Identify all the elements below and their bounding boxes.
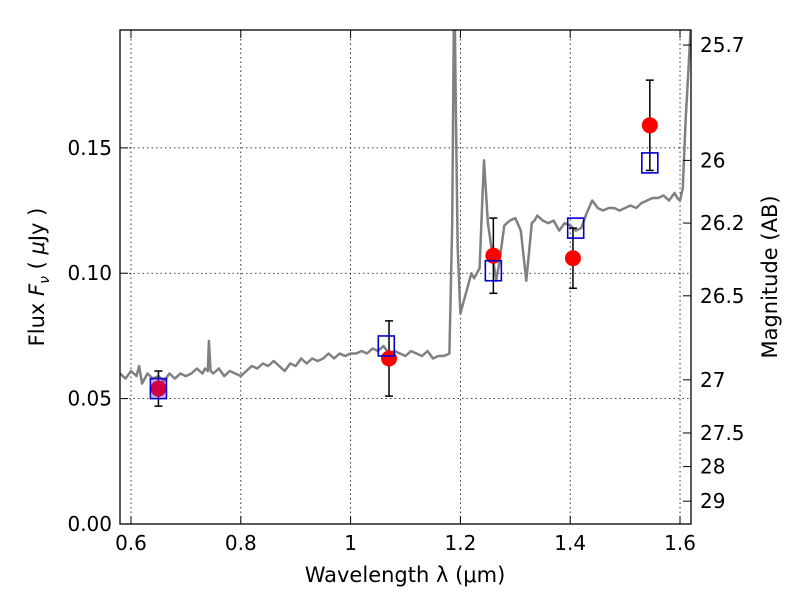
y-label-mu: μ [25, 241, 49, 255]
plot-frame [119, 29, 692, 525]
x-axis-label: Wavelength λ (μm) [305, 563, 506, 587]
model-flux-square [566, 217, 585, 239]
model-flux-square [641, 152, 659, 174]
right-tick-label: 27.5 [700, 421, 745, 445]
right-tick-label: 26.2 [700, 211, 745, 235]
y-label-part: Jy ) [25, 208, 49, 244]
x-tick-label: 1 [344, 531, 357, 555]
observed-flux-point [381, 350, 398, 367]
x-tick-label: 0.8 [225, 531, 257, 555]
x-tick-label: 1.2 [444, 531, 476, 555]
right-tick-label: 26.5 [700, 284, 745, 308]
axis-ticks: 0.6 0.8 1 1.2 1.4 1.6 0.00 0.05 0.10 0.15 25.7 26 26… [67, 30, 745, 555]
observed-flux-point [485, 247, 502, 264]
y-tick-label: 0.05 [67, 387, 112, 411]
observed-flux-point [150, 380, 167, 397]
right-tick-label: 27 [700, 368, 725, 392]
observed-flux-point [641, 117, 658, 134]
grid-lines [120, 30, 691, 524]
model-flux-square [149, 377, 168, 400]
x-tick-label: 1.4 [554, 531, 586, 555]
model-flux-square [484, 259, 503, 282]
x-tick-label: 0.6 [115, 531, 147, 555]
y-tick-label: 0.10 [67, 261, 112, 285]
y-label-symbol: F [25, 283, 49, 296]
plot-content [120, 30, 691, 407]
right-axis-label: Magnitude (AB) [758, 195, 782, 358]
y-label-part: ( [25, 255, 49, 277]
right-tick-label: 29 [700, 489, 725, 513]
right-tick-label: 25.7 [700, 33, 745, 57]
y-label-subscript: ν [37, 276, 53, 284]
right-tick-label: 26 [700, 148, 725, 172]
observed-flux-point [564, 250, 581, 267]
y-tick-label: 0.00 [67, 512, 112, 536]
y-axis-label: Flux Fν ( μJy ) [25, 208, 53, 347]
model-spectrum-line [120, 30, 691, 385]
overlap-tint [151, 379, 166, 398]
x-tick-label: 1.6 [664, 531, 696, 555]
right-tick-label: 28 [700, 455, 725, 479]
model-flux-square [377, 335, 396, 357]
y-label-part: Flux [25, 296, 49, 346]
y-tick-label: 0.15 [67, 136, 112, 160]
